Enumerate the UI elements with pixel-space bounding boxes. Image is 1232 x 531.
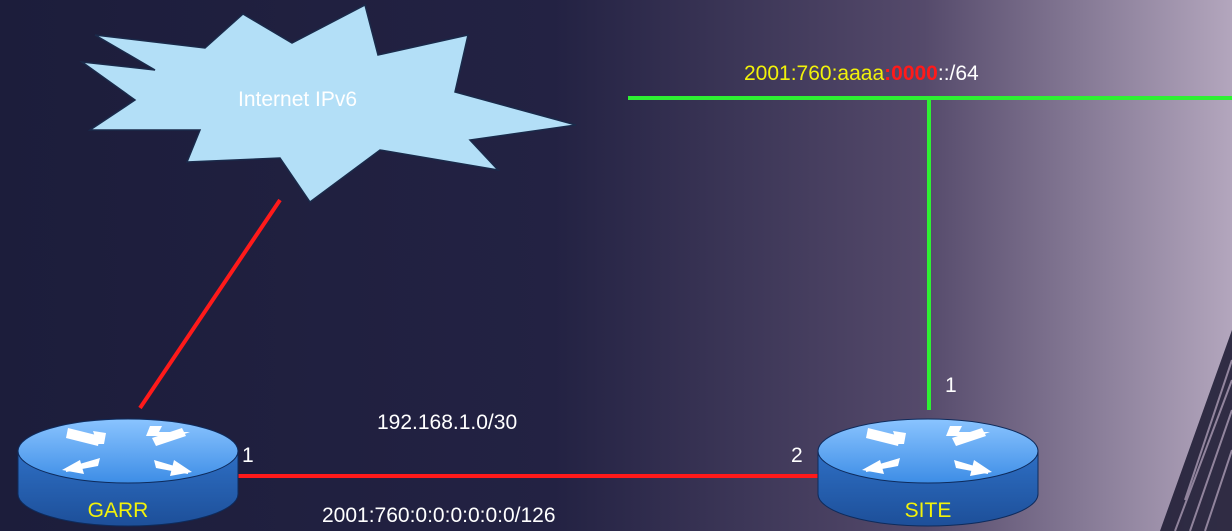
lan-prefix-part-1: 2001:760:aaaa (744, 62, 885, 85)
router-arrows-icon (62, 426, 192, 476)
wan-ipv4-label: 192.168.1.0/30 (377, 411, 518, 434)
lan-prefix-part-2: :0000 (884, 62, 938, 85)
router-garr (17, 418, 239, 527)
lan-prefix-label: 2001:760:aaaa:0000::/64 (744, 62, 979, 86)
background-decoration (1160, 330, 1232, 531)
site-router-name: SITE (904, 499, 952, 522)
uplink-line (138, 198, 282, 410)
site-lan-port-label: 1 (945, 374, 957, 397)
wan-ipv6-label: 2001:760:0:0:0:0:0:0/126 (322, 504, 556, 527)
router-arrows-icon (862, 426, 992, 476)
garr-router-name: GARR (87, 499, 149, 522)
internet-cloud-label: Internet IPv6 (238, 88, 358, 111)
lan-prefix-part-3: ::/64 (937, 62, 979, 85)
router-site (817, 418, 1039, 527)
internet-cloud-shape (79, 3, 577, 204)
site-link-port-label: 2 (791, 444, 803, 467)
garr-port-label: 1 (242, 444, 254, 467)
